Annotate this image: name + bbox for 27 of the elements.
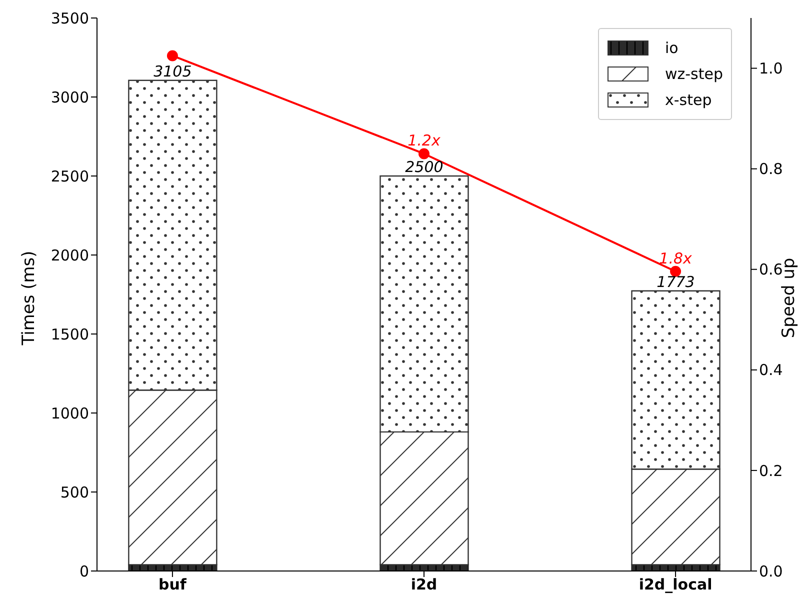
point: [166, 50, 178, 62]
y-tick-label: 3500: [50, 9, 89, 28]
y-tick-label: 3000: [50, 88, 89, 106]
y2-tick-label: 1.0: [759, 60, 783, 78]
point: [418, 148, 430, 160]
legend-label: io: [665, 39, 678, 57]
x-tick-label: buf: [158, 576, 187, 594]
y2-tick-label: 0.4: [759, 361, 783, 380]
y2-tick-label: 0.8: [759, 160, 783, 178]
y-tick-label: 1000: [50, 404, 89, 422]
y-tick-label: 2000: [50, 246, 89, 264]
total-label: 1773: [656, 272, 695, 291]
annotation: 1.2x: [408, 132, 440, 150]
total-label: 2500: [405, 158, 444, 176]
y-tick-label: 0: [79, 562, 89, 580]
y-tick-label: 1500: [50, 325, 89, 344]
y-axis-title: Times (ms): [19, 250, 39, 346]
x-tick-label: i2d: [410, 576, 438, 594]
y-tick-label: 500: [60, 483, 89, 502]
legend-label: wz-step: [665, 65, 724, 83]
y-tick-label: 2500: [50, 167, 89, 186]
y2-tick-label: 0.2: [759, 462, 783, 480]
total-label: 3105: [154, 62, 192, 80]
legend-label: x-step: [665, 91, 712, 109]
y2-tick-label: 0.0: [759, 562, 783, 580]
annotation: 1.8x: [659, 249, 692, 268]
x-tick-label: i2d_local: [638, 576, 712, 594]
